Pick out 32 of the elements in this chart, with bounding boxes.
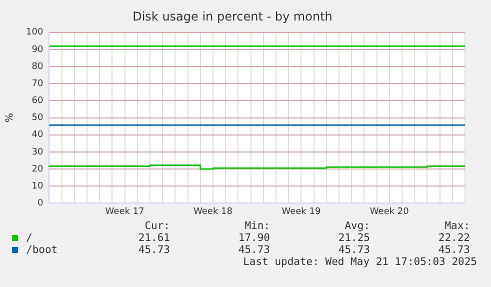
text: 45.73 [137, 244, 170, 256]
text: 45.73 [437, 244, 470, 256]
text: Avg: [344, 220, 370, 232]
x-tick-label: Week 19 [282, 206, 321, 217]
text: Max: [444, 220, 470, 232]
text: Cur: [144, 220, 170, 232]
text: 45.73 [337, 244, 370, 256]
legend-label: /boot [26, 244, 58, 256]
text: 21.25 [337, 232, 370, 244]
text: Last update: Wed May 21 17:05:03 2025 [242, 256, 478, 268]
y-tick-label: 100 [26, 28, 44, 38]
chart-title: Disk usage in percent - by month [132, 9, 332, 24]
y-tick-label: 90 [32, 44, 44, 55]
y-tick-label: 50 [32, 113, 44, 124]
y-tick-label: 80 [32, 62, 44, 72]
x-tick-label: Week 18 [193, 206, 233, 217]
y-tick-label: 20 [32, 164, 44, 174]
text: 22.22 [437, 232, 470, 244]
y-tick-label: 70 [32, 78, 44, 89]
y-axis-title: % [4, 113, 16, 123]
x-tick-label: Week 20 [370, 206, 410, 217]
y-tick-label: 10 [32, 181, 44, 192]
y-tick-label: 40 [32, 130, 44, 140]
legend-label: / [26, 232, 32, 244]
text: 21.61 [137, 232, 170, 244]
y-tick-label: 60 [32, 96, 44, 106]
text: 45.73 [237, 244, 270, 256]
y-tick-label: 0 [37, 198, 44, 209]
y-tick-label: 30 [32, 147, 44, 158]
text: 17.90 [237, 232, 270, 244]
text: Min: [244, 220, 270, 232]
x-tick-label: Week 17 [105, 206, 144, 217]
